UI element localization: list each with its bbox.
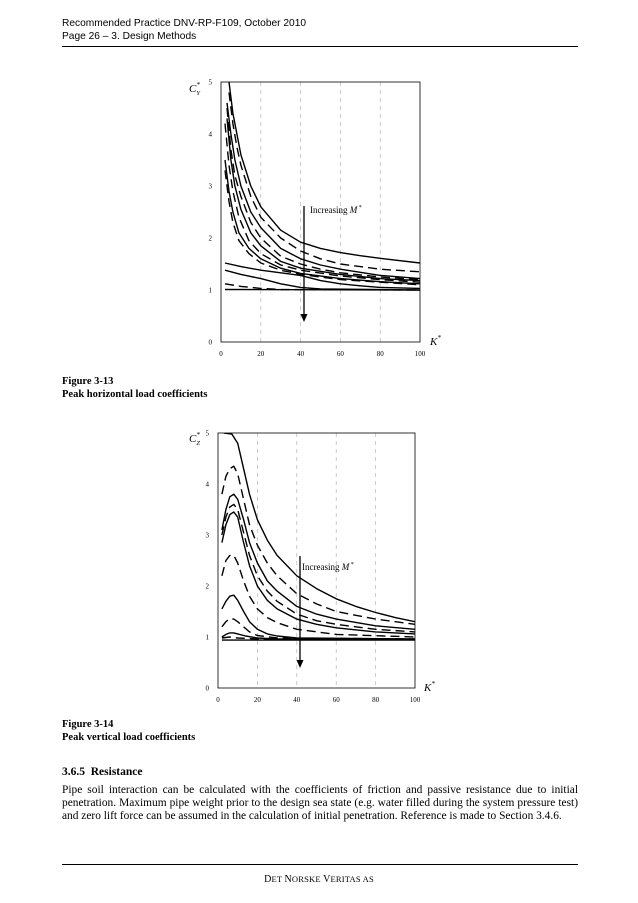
y-tick-label: 2 (209, 235, 213, 243)
x-tick-label: 0 (219, 350, 223, 358)
solid-series-line (226, 102, 420, 280)
y-tick-label: 3 (206, 532, 210, 540)
solid-series-line (226, 118, 420, 282)
section-number: 3.6.5 (62, 766, 85, 778)
solid-series-line (224, 269, 420, 291)
increasing-arrow-head (296, 660, 304, 668)
y-tick-label: 2 (206, 583, 210, 591)
figure-3-13-number: Figure 3-13 (62, 376, 114, 387)
figure-3-13-title: Peak horizontal load coefficients (62, 388, 208, 400)
solid-series-line (221, 594, 415, 640)
figure-3-13-chart: 0 1 2 3 4 5 0 20 40 60 80 100 C* Y K* Increasing M * (0, 70, 638, 370)
y-axis-label: C* Z (189, 431, 200, 447)
y-tick-label: 1 (209, 287, 213, 295)
footer-part-1: ET (271, 874, 285, 884)
x-axis-label: K* (429, 334, 441, 348)
dashed-series-line (221, 636, 415, 641)
horizontal-load-coefficient-chart: 0 1 2 3 4 5 0 20 40 60 80 100 C* Y K* Increasing M * (189, 79, 441, 359)
y-tick-label: 0 (206, 685, 210, 693)
solid-series-line (224, 288, 420, 291)
plot-area-frame (220, 81, 421, 343)
x-tick-label: 80 (372, 696, 380, 704)
series-group (221, 433, 415, 641)
dashed-series-line (224, 123, 420, 283)
solid-series-line (223, 433, 415, 623)
dashed-series-line (221, 617, 415, 640)
footer-part-3: ERITAS AS (330, 874, 374, 884)
header-page-info: Page 26 – 3. Design Methods (62, 31, 197, 42)
x-tick-label: 20 (254, 696, 262, 704)
section-title: Resistance (90, 766, 143, 778)
x-axis-label: K* (423, 680, 435, 694)
figure-3-13-caption: Figure 3-13 Peak horizontal load coeffic… (62, 376, 208, 401)
header-rule (62, 46, 578, 47)
series-group (224, 82, 420, 291)
figure-3-14-number: Figure 3-14 (62, 719, 114, 730)
solid-series-line (221, 511, 415, 635)
x-tick-label: 0 (216, 696, 220, 704)
page-footer: DET NORSKE VERITAS AS (0, 874, 638, 885)
x-tick-label: 100 (415, 350, 426, 358)
x-tick-label: 40 (297, 350, 305, 358)
increasing-m-annotation: Increasing M * (302, 562, 354, 572)
footer-letter-v: V (323, 874, 331, 885)
y-tick-label: 5 (209, 79, 213, 87)
dashed-series-line (221, 503, 415, 633)
x-tick-label: 80 (377, 350, 385, 358)
figure-3-14-title: Peak vertical load coefficients (62, 731, 196, 743)
solid-series-line (221, 493, 415, 630)
footer-letter-n: N (284, 874, 292, 885)
x-tick-label: 100 (410, 696, 421, 704)
y-axis-label: C* Y (189, 81, 201, 97)
dashed-series-line (224, 170, 420, 286)
y-tick-label: 5 (206, 430, 210, 438)
page-header: Recommended Practice DNV-RP-F109, Octobe… (62, 17, 306, 43)
increasing-m-annotation: Increasing M * (310, 205, 362, 215)
footer-part-2: ORSKE (291, 874, 324, 884)
plot-area-frame (217, 432, 416, 689)
y-tick-label: 4 (209, 131, 213, 139)
dashed-series-line (221, 465, 415, 625)
figure-3-14-chart: 0 1 2 3 4 5 0 20 40 60 80 100 C* Z K* Increasing M * (0, 420, 638, 720)
dashed-series-line (226, 107, 420, 281)
solid-series-line (228, 82, 420, 264)
vertical-load-coefficient-chart: 0 1 2 3 4 5 0 20 40 60 80 100 C* Z K* Increasing M * (189, 430, 435, 705)
x-tick-label: 20 (257, 350, 265, 358)
dashed-series-line (221, 554, 415, 638)
y-tick-label: 4 (206, 481, 210, 489)
section-paragraph: Pipe soil interaction can be calculated … (62, 784, 578, 822)
solid-series-line (224, 262, 420, 290)
y-tick-label: 1 (206, 634, 210, 642)
x-tick-label: 60 (337, 350, 345, 358)
y-tick-label: 3 (209, 183, 213, 191)
header-document-title: Recommended Practice DNV-RP-F109, Octobe… (62, 18, 307, 29)
section-heading: 3.6.5 Resistance (62, 766, 143, 778)
footer-letter-d: D (264, 874, 272, 885)
solid-series-line (224, 159, 420, 285)
increasing-arrow-head (300, 314, 308, 322)
dashed-series-line (228, 92, 420, 273)
x-tick-label: 40 (293, 696, 301, 704)
y-tick-label: 0 (209, 339, 213, 347)
figure-3-14-caption: Figure 3-14 Peak vertical load coefficie… (62, 719, 195, 744)
x-tick-label: 60 (333, 696, 341, 704)
footer-rule (62, 864, 578, 865)
